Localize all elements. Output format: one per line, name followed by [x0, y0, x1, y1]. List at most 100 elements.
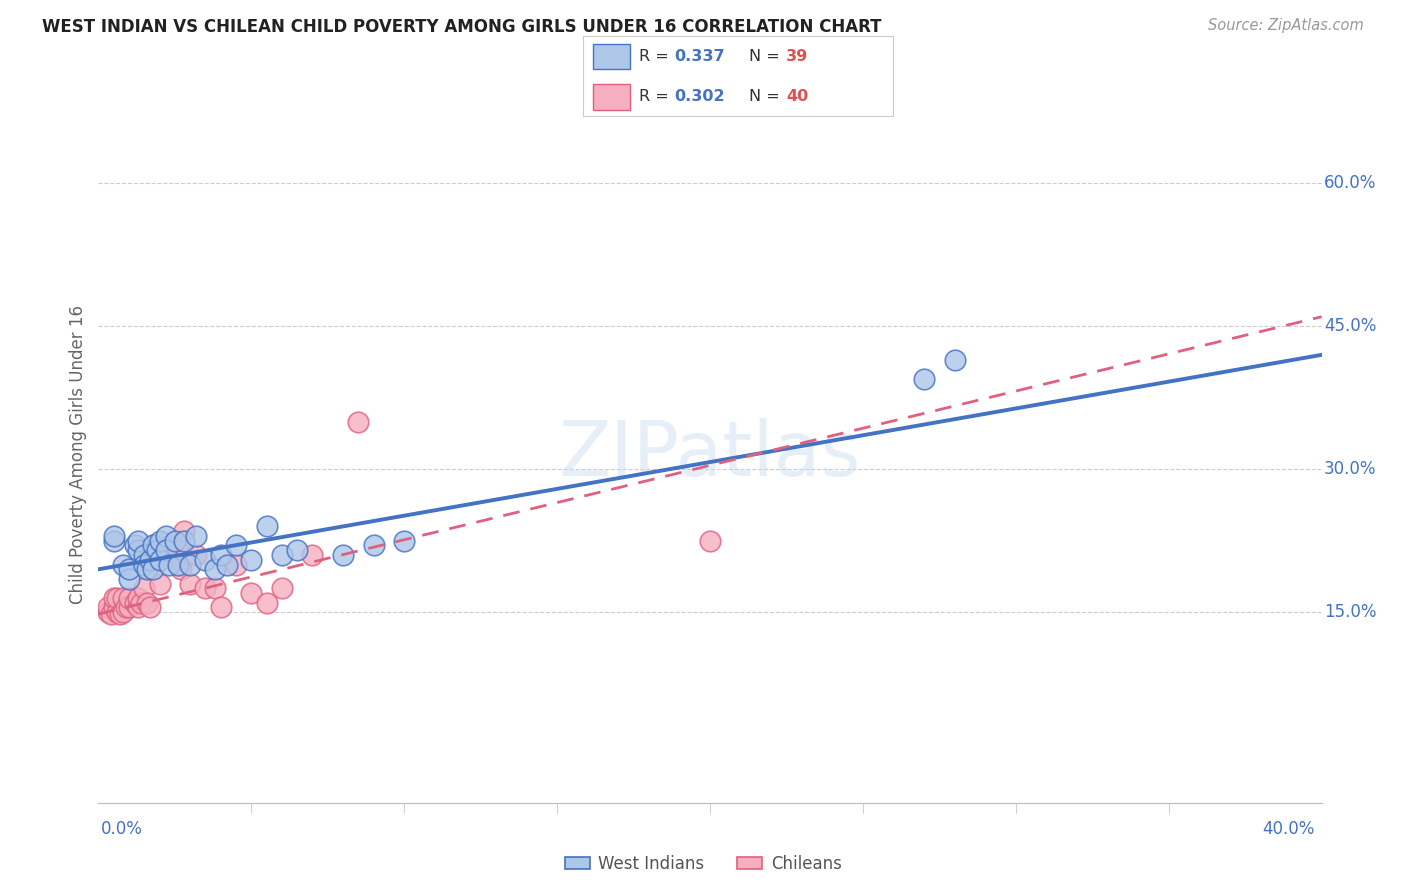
- Point: [209, 548, 232, 562]
- Point: [157, 539, 180, 553]
- Point: [157, 558, 180, 572]
- Point: [225, 558, 247, 572]
- Point: [155, 548, 177, 562]
- Point: [240, 586, 263, 600]
- Bar: [593, 84, 630, 110]
- Point: [100, 607, 122, 621]
- Point: [134, 558, 156, 572]
- Point: [136, 596, 159, 610]
- Point: [127, 600, 149, 615]
- Text: 39: 39: [786, 49, 808, 64]
- Point: [118, 600, 141, 615]
- Point: [111, 605, 134, 619]
- Point: [240, 553, 263, 567]
- Point: [134, 548, 156, 562]
- Text: N =: N =: [749, 49, 785, 64]
- Point: [103, 529, 125, 543]
- Point: [186, 529, 208, 543]
- Text: 0.337: 0.337: [675, 49, 725, 64]
- Point: [173, 533, 195, 548]
- Point: [155, 543, 177, 558]
- Point: [115, 600, 138, 615]
- Point: [332, 548, 354, 562]
- Point: [155, 529, 177, 543]
- Point: [912, 372, 935, 386]
- Text: 60.0%: 60.0%: [1324, 174, 1376, 193]
- Text: 40: 40: [786, 89, 808, 104]
- Text: N =: N =: [749, 89, 785, 104]
- Point: [699, 533, 721, 548]
- Point: [105, 605, 128, 619]
- Point: [134, 582, 156, 596]
- Text: 0.302: 0.302: [675, 89, 725, 104]
- Point: [215, 558, 238, 572]
- Text: 30.0%: 30.0%: [1324, 460, 1376, 478]
- Point: [943, 352, 966, 367]
- Point: [204, 582, 226, 596]
- Text: R =: R =: [640, 89, 673, 104]
- Point: [225, 539, 247, 553]
- Point: [97, 605, 120, 619]
- Point: [256, 519, 278, 533]
- Point: [111, 558, 134, 572]
- Point: [179, 558, 201, 572]
- Point: [105, 591, 128, 605]
- Point: [127, 591, 149, 605]
- Point: [139, 553, 162, 567]
- Point: [127, 533, 149, 548]
- Point: [194, 582, 217, 596]
- Point: [118, 562, 141, 576]
- Point: [139, 600, 162, 615]
- Point: [124, 539, 146, 553]
- Point: [142, 539, 165, 553]
- Text: R =: R =: [640, 49, 673, 64]
- Point: [256, 596, 278, 610]
- Point: [149, 553, 172, 567]
- Text: ZIPatlas: ZIPatlas: [558, 418, 862, 491]
- Point: [124, 596, 146, 610]
- Point: [270, 582, 292, 596]
- Point: [149, 533, 172, 548]
- Point: [163, 548, 186, 562]
- Point: [204, 562, 226, 576]
- Point: [363, 539, 385, 553]
- Point: [347, 415, 370, 429]
- Point: [270, 548, 292, 562]
- Point: [145, 543, 167, 558]
- Point: [127, 543, 149, 558]
- Point: [167, 558, 190, 572]
- Y-axis label: Child Poverty Among Girls Under 16: Child Poverty Among Girls Under 16: [69, 305, 87, 605]
- Text: 40.0%: 40.0%: [1263, 820, 1315, 838]
- Text: 45.0%: 45.0%: [1324, 318, 1376, 335]
- Point: [186, 548, 208, 562]
- Point: [97, 600, 120, 615]
- Point: [118, 572, 141, 586]
- Bar: [593, 44, 630, 70]
- Point: [136, 562, 159, 576]
- Point: [167, 543, 190, 558]
- Text: WEST INDIAN VS CHILEAN CHILD POVERTY AMONG GIRLS UNDER 16 CORRELATION CHART: WEST INDIAN VS CHILEAN CHILD POVERTY AMO…: [42, 18, 882, 36]
- Point: [129, 596, 152, 610]
- Point: [111, 591, 134, 605]
- Point: [103, 600, 125, 615]
- Point: [194, 553, 217, 567]
- Point: [103, 533, 125, 548]
- Point: [301, 548, 323, 562]
- Point: [170, 562, 193, 576]
- Point: [173, 524, 195, 538]
- Point: [142, 539, 165, 553]
- Point: [179, 576, 201, 591]
- Point: [149, 576, 172, 591]
- Point: [142, 562, 165, 576]
- Point: [209, 600, 232, 615]
- Point: [285, 543, 308, 558]
- Point: [118, 591, 141, 605]
- Point: [103, 591, 125, 605]
- Text: 0.0%: 0.0%: [101, 820, 143, 838]
- Point: [163, 533, 186, 548]
- Text: Source: ZipAtlas.com: Source: ZipAtlas.com: [1208, 18, 1364, 33]
- Text: 15.0%: 15.0%: [1324, 603, 1376, 621]
- Legend: West Indians, Chileans: West Indians, Chileans: [558, 848, 848, 880]
- Point: [108, 607, 131, 621]
- Point: [392, 533, 416, 548]
